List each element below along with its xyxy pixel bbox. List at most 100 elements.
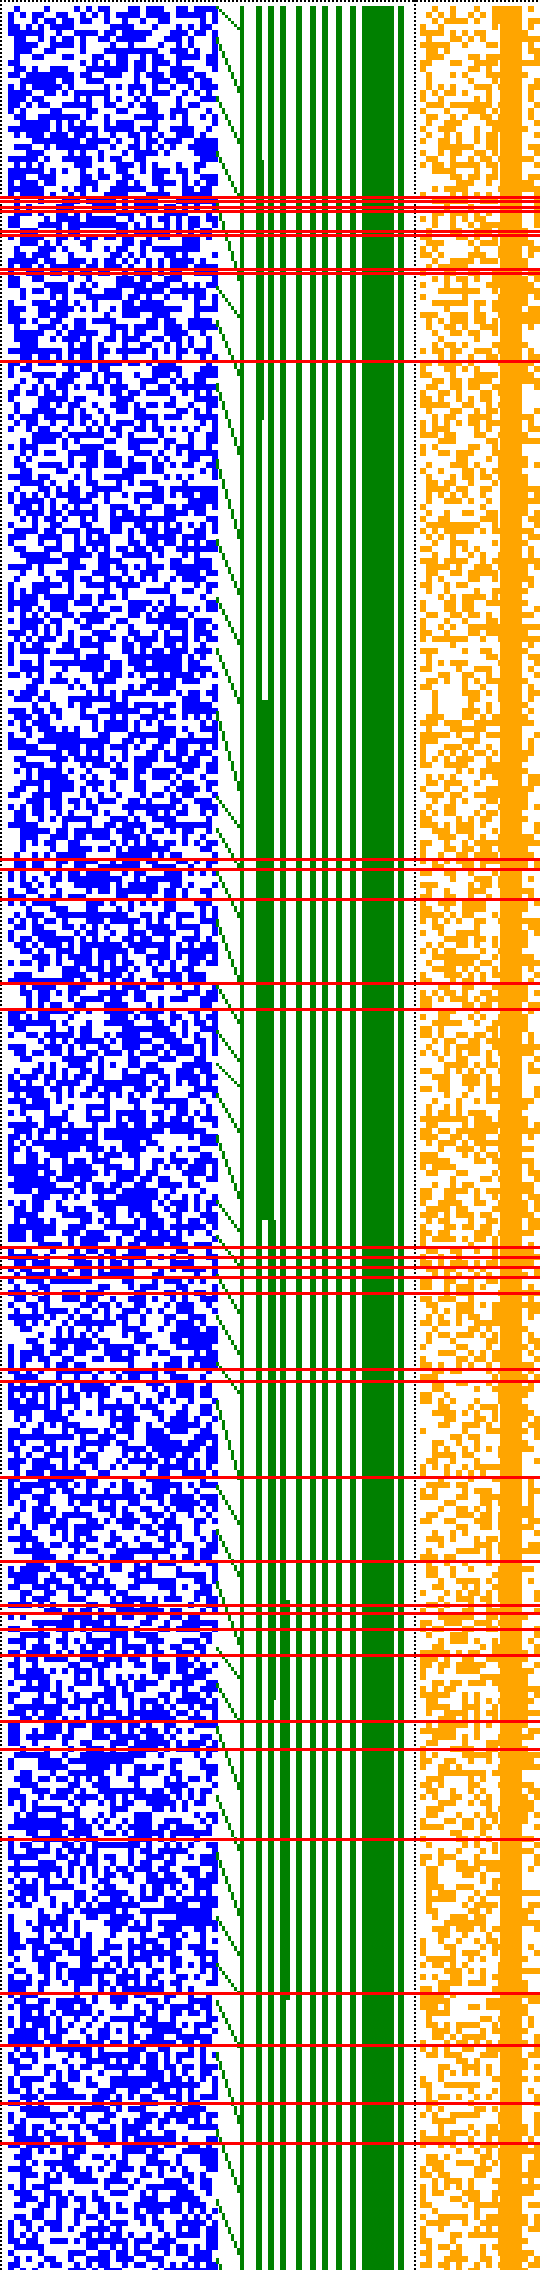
noise-cell — [20, 480, 26, 486]
noise-cell — [44, 732, 50, 738]
noise-cell — [152, 954, 158, 960]
noise-cell — [134, 1110, 140, 1116]
noise-cell — [110, 1494, 116, 1500]
noise-cell — [44, 390, 50, 396]
noise-cell — [92, 774, 98, 780]
noise-cell — [194, 1338, 200, 1344]
noise-cell — [104, 954, 110, 960]
noise-cell — [98, 1404, 104, 1410]
noise-cell — [98, 348, 104, 354]
noise-cell — [62, 1446, 68, 1452]
noise-cell — [158, 1512, 164, 1518]
noise-cell — [86, 1212, 92, 1218]
noise-cell — [74, 834, 80, 840]
noise-cell — [128, 348, 134, 354]
noise-cell — [158, 1428, 164, 1434]
noise-cell — [20, 42, 26, 48]
noise-cell — [62, 1116, 68, 1122]
noise-cell — [158, 720, 164, 726]
noise-cell — [86, 576, 92, 582]
noise-cell — [170, 636, 176, 642]
noise-cell — [134, 636, 140, 642]
noise-cell — [206, 1062, 212, 1068]
noise-cell — [80, 396, 86, 402]
noise-cell — [74, 336, 80, 342]
noise-cell — [188, 1170, 194, 1176]
noise-cell — [116, 768, 122, 774]
noise-cell — [8, 648, 14, 654]
noise-cell — [50, 1068, 56, 1074]
noise-cell — [194, 1146, 200, 1152]
noise-cell — [164, 660, 170, 666]
noise-cell — [182, 240, 188, 246]
noise-cell — [8, 582, 14, 588]
noise-cell — [62, 600, 68, 606]
noise-cell — [44, 1302, 50, 1308]
noise-cell — [62, 774, 68, 780]
noise-cell — [68, 1170, 74, 1176]
noise-cell — [104, 486, 110, 492]
noise-cell — [116, 456, 122, 462]
noise-cell — [158, 1146, 164, 1152]
noise-cell — [14, 408, 20, 414]
noise-cell — [98, 1080, 104, 1086]
noise-cell — [8, 168, 14, 174]
noise-cell — [104, 246, 110, 252]
noise-cell — [170, 336, 176, 342]
noise-cell — [14, 462, 20, 468]
noise-cell — [158, 1242, 164, 1248]
noise-cell — [14, 162, 20, 168]
noise-cell — [158, 450, 164, 456]
noise-cell — [50, 90, 56, 96]
noise-cell — [164, 1434, 170, 1440]
noise-cell — [8, 1314, 14, 1320]
noise-cell — [134, 948, 140, 954]
noise-cell — [98, 318, 104, 324]
noise-cell — [20, 1176, 26, 1182]
noise-cell — [128, 612, 134, 618]
noise-cell — [8, 1098, 14, 1104]
noise-cell — [122, 738, 128, 744]
noise-cell — [164, 36, 170, 42]
noise-cell — [206, 150, 212, 156]
noise-cell — [14, 336, 20, 342]
noise-cell — [44, 396, 50, 402]
noise-cell — [56, 738, 62, 744]
noise-cell — [176, 1104, 182, 1110]
noise-cell — [38, 672, 44, 678]
noise-cell — [140, 1038, 146, 1044]
noise-cell — [212, 252, 218, 258]
noise-cell — [194, 960, 200, 966]
noise-cell — [158, 282, 164, 288]
noise-cell — [50, 732, 56, 738]
noise-cell — [134, 762, 140, 768]
noise-cell — [200, 948, 206, 954]
noise-cell — [80, 1140, 86, 1146]
noise-cell — [32, 780, 38, 786]
noise-cell — [14, 60, 20, 66]
noise-cell — [152, 336, 158, 342]
noise-cell — [104, 564, 110, 570]
noise-cell — [152, 768, 158, 774]
noise-cell — [32, 288, 38, 294]
noise-cell — [206, 750, 212, 756]
noise-cell — [140, 738, 146, 744]
noise-cell — [8, 1536, 14, 1542]
noise-cell — [176, 978, 182, 984]
noise-cell — [86, 6, 92, 12]
noise-cell — [14, 348, 20, 354]
noise-cell — [20, 1182, 26, 1188]
noise-cell — [170, 972, 176, 978]
noise-cell — [146, 30, 152, 36]
noise-cell — [128, 738, 134, 744]
noise-cell — [80, 564, 86, 570]
noise-cell — [104, 1440, 110, 1446]
noise-cell — [194, 1422, 200, 1428]
noise-cell — [176, 918, 182, 924]
noise-cell — [44, 624, 50, 630]
noise-cell — [182, 1170, 188, 1176]
noise-cell — [122, 468, 128, 474]
noise-cell — [56, 546, 62, 552]
noise-cell — [158, 684, 164, 690]
noise-cell — [44, 1464, 50, 1470]
